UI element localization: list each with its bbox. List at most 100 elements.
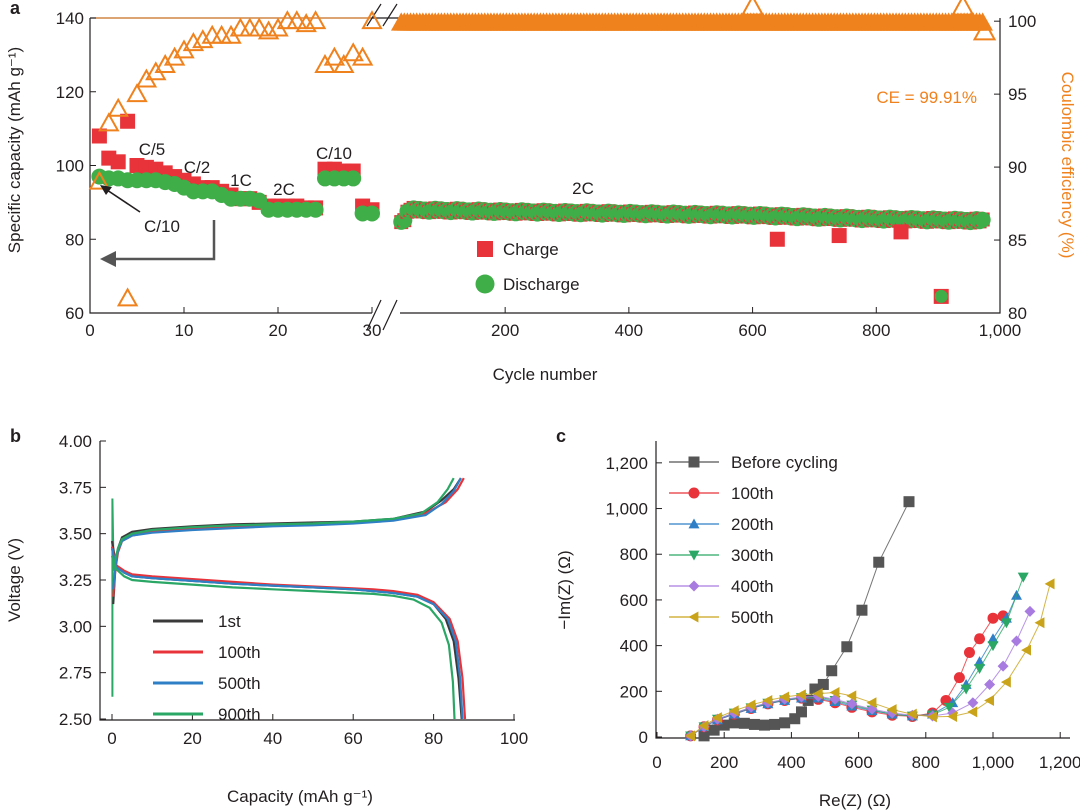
y2-axis-title: Coulombic efficiency (%) (1058, 72, 1077, 259)
ce-point (192, 29, 214, 49)
nyquist-point (809, 683, 821, 695)
panel-c: c 0 200 400 600 800 1,000 1,200 0 200 400 600 800 1,0… (555, 426, 1080, 810)
x-tick-label: 200 (710, 753, 738, 772)
y2-tick-label: 80 (1008, 304, 1027, 323)
nyquist-point (974, 633, 986, 645)
y-tick-label: 3.25 (59, 571, 92, 590)
nyquist-point (817, 678, 829, 690)
nyquist-point (1000, 618, 1012, 629)
x-axis-title: Cycle number (493, 365, 598, 384)
legend-marker (688, 518, 700, 529)
x-axis-title: Capacity (mAh g⁻¹) (227, 787, 373, 806)
nyquist-point (728, 717, 740, 729)
ce-point (972, 19, 997, 41)
nyquist-point (846, 690, 857, 702)
nyquist-point (728, 705, 739, 717)
legend-label: 300th (731, 546, 774, 565)
x-tick-label: 0 (107, 729, 116, 748)
ce-point (361, 10, 383, 30)
y-tick-label: 1,200 (605, 454, 648, 473)
nyquist-point (903, 496, 915, 508)
discharge-curve (110, 555, 456, 720)
legend-label: 200th (731, 515, 774, 534)
y2-tick-label: 95 (1008, 85, 1027, 104)
nyquist-point (779, 717, 791, 729)
charge-curve (112, 477, 462, 590)
nyquist-point (789, 713, 801, 725)
y-tick-label: 600 (620, 591, 648, 610)
nyquist-point (748, 718, 760, 730)
nyquist-line (690, 611, 1031, 737)
y2-tick-label: 100 (1008, 12, 1036, 31)
nyquist-point (927, 711, 937, 723)
x-tick-label: 100 (500, 729, 528, 748)
nyquist-point (886, 704, 897, 716)
charge-point (120, 113, 136, 129)
panel-b: b 2.50 2.75 3.00 3.25 3.50 3.75 4.00 0 20 40 60 80 10… (5, 426, 528, 806)
nyquist-point (873, 556, 885, 568)
ce-point (116, 287, 139, 307)
discharge-point (974, 211, 991, 228)
nyquist-point (711, 712, 722, 724)
y-axis-title: Voltage (V) (5, 538, 24, 622)
x-tick-label: 200 (491, 321, 519, 340)
discharge-point (345, 170, 362, 187)
x-tick-label: 1,000 (972, 753, 1015, 772)
legend-label: 100th (218, 643, 261, 662)
y-tick-label: 3.50 (59, 525, 92, 544)
y-tick-label: 2.50 (59, 710, 92, 729)
nyquist-point (795, 706, 807, 718)
y-axis-title: −Im(Z) (Ω) (555, 550, 574, 629)
x-tick-label: 400 (777, 753, 805, 772)
legend-label: 400th (731, 577, 774, 596)
nyquist-point (856, 604, 868, 616)
x-tick-label: 0 (652, 753, 661, 772)
x-tick-label: 80 (424, 729, 443, 748)
panel-b-label: b (10, 426, 21, 446)
nyquist-point (1017, 572, 1029, 583)
axes-frame (89, 17, 1001, 314)
c10-pointer-head (100, 185, 112, 195)
ce-point (951, 0, 975, 16)
panel-a-label: a (10, 0, 21, 18)
x-axis-title: Re(Z) (Ω) (819, 791, 891, 810)
ce-point (740, 0, 765, 16)
y-tick-label: 400 (620, 637, 648, 656)
nyquist-point (953, 672, 965, 684)
y2-tick-label: 90 (1008, 158, 1027, 177)
ce-point (248, 17, 270, 37)
legend-discharge-marker (475, 274, 495, 294)
left-axis-arrow-head (100, 251, 116, 267)
y-tick-label: 120 (56, 83, 84, 102)
x-tick-label: 20 (269, 321, 288, 340)
nyquist-point (795, 689, 806, 701)
x-tick-label: 600 (844, 753, 872, 772)
ce-point (323, 46, 346, 66)
y-tick-label: 800 (620, 545, 648, 564)
x-tick-label: 1,000 (979, 321, 1022, 340)
legend-marker (688, 611, 699, 623)
x-tick-label: 40 (263, 729, 282, 748)
legend-label: 100th (731, 484, 774, 503)
discharge-point (307, 201, 324, 218)
x-tick-label: 20 (183, 729, 202, 748)
ce-point (342, 42, 364, 62)
ce-point (257, 20, 280, 40)
ce-point (126, 83, 148, 103)
ce-point (333, 53, 355, 73)
nyquist-point (812, 688, 823, 700)
charge-curve (112, 477, 455, 571)
y-axis-title: Specific capacity (mAh g⁻¹) (5, 47, 24, 253)
nyquist-point (708, 724, 720, 736)
nyquist-point (997, 660, 1009, 672)
x-tick-label: 0 (85, 321, 94, 340)
legend-marker (688, 580, 700, 592)
discharge-curve (110, 546, 467, 720)
legend-label: 1st (218, 612, 241, 631)
nyquist-point (802, 694, 814, 706)
nyquist-line (690, 583, 1051, 737)
nyquist-point (987, 612, 999, 624)
nyquist-point (943, 702, 955, 713)
charge-point (110, 154, 126, 170)
nyquist-point (866, 697, 877, 709)
